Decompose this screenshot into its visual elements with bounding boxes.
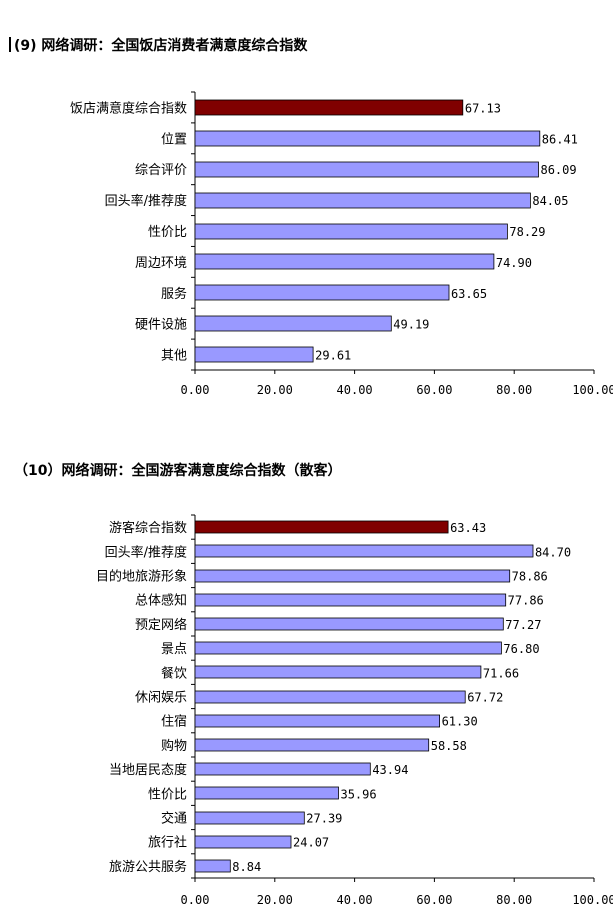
chart-2-bar <box>194 593 507 607</box>
chart-1-x-tick-label: 80.00 <box>496 383 532 397</box>
chart-2-bar <box>194 835 292 849</box>
chart-1-x-tick-label: 40.00 <box>337 383 373 397</box>
chart-2-category-label: 预定网络 <box>135 617 187 633</box>
chart-2-category-label: 住宿 <box>161 714 187 730</box>
text-cursor-mark <box>9 37 11 52</box>
chart-2-category-label: 目的地旅游形象 <box>96 569 187 585</box>
chart-2-data-label: 27.39 <box>306 812 342 826</box>
chart-2-category-label: 交通 <box>161 811 187 827</box>
chart-1-data-label: 86.41 <box>542 132 578 146</box>
chart-2-category-label: 景点 <box>161 642 187 657</box>
chart-2-data-label: 84.70 <box>535 545 571 559</box>
chart-1-data-label: 63.65 <box>451 287 487 301</box>
chart-2-bar <box>194 714 441 728</box>
chart-2-category-label: 回头率/推荐度 <box>105 544 187 560</box>
chart-2-data-label: 63.43 <box>450 521 486 535</box>
chart-2-data-label: 67.72 <box>467 691 503 705</box>
chart-2-data-label: 71.66 <box>483 666 519 680</box>
chart-1-category-label: 性价比 <box>148 225 187 240</box>
chart-1-data-label: 86.09 <box>540 163 576 177</box>
chart-1-data-label: 74.90 <box>496 256 532 270</box>
chart-2-bar <box>194 569 511 583</box>
chart-2-x-tick-label: 0.00 <box>181 893 210 907</box>
chart-1-category-label: 饭店满意度综合指数 <box>70 100 187 116</box>
chart-2-category-label: 性价比 <box>148 787 187 802</box>
chart-2-category-label: 旅行社 <box>148 835 187 851</box>
chart-1-category-label: 硬件设施 <box>135 318 187 333</box>
chart-1-category-label: 其他 <box>161 349 187 364</box>
chart-2-category-label: 旅游公共服务 <box>109 859 187 875</box>
chart-1-bar <box>194 284 450 301</box>
chart-2-data-label: 76.80 <box>503 642 539 656</box>
chart-2-bar <box>194 811 305 825</box>
chart-1-x-tick-label: 0.00 <box>181 383 210 397</box>
chart-2-data-label: 78.86 <box>512 570 548 584</box>
chart-1-data-label: 78.29 <box>509 225 545 239</box>
chart-2-category-label: 总体感知 <box>135 593 187 609</box>
chart-2-data-label: 77.86 <box>508 594 544 608</box>
chart-1-bar <box>194 253 495 270</box>
chart-2-bar <box>194 786 339 800</box>
chart-2-data-label: 35.96 <box>340 787 376 801</box>
chart-1-data-label: 67.13 <box>465 101 501 115</box>
chart-2-data-label: 43.94 <box>372 763 408 777</box>
chart-2-category-label: 休闲娱乐 <box>135 691 187 706</box>
chart-2-bar <box>194 544 534 558</box>
chart-2-bar <box>194 641 502 655</box>
chart-2-bar <box>194 617 504 631</box>
chart-1-category-label: 服务 <box>161 286 187 302</box>
chart-2-category-label: 餐饮 <box>161 665 187 681</box>
chart-2-x-tick-label: 40.00 <box>337 893 373 907</box>
chart-1-category-label: 综合评价 <box>135 163 187 178</box>
chart-2-category-label: 购物 <box>161 738 187 754</box>
chart-1-title: (9) 网络调研：全国饭店消费者满意度综合指数 <box>14 38 308 54</box>
chart-2-x-tick-label: 60.00 <box>416 893 452 907</box>
chart-2-category-label: 游客综合指数 <box>109 520 187 536</box>
chart-1-bar <box>194 315 392 332</box>
chart-2-data-label: 24.07 <box>293 836 329 850</box>
chart-1-category-label: 位置 <box>161 132 187 147</box>
chart-1-data-label: 29.61 <box>315 349 351 363</box>
chart-1-x-tick-label: 100.00 <box>572 383 613 397</box>
chart-1-category-label: 周边环境 <box>135 256 187 271</box>
chart-2-data-label: 77.27 <box>505 618 541 632</box>
chart-2-category-label: 当地居民态度 <box>109 762 187 778</box>
chart-2-bar <box>194 859 231 873</box>
chart-2-bar <box>194 520 449 534</box>
chart-2-x-tick-label: 100.00 <box>572 893 613 907</box>
chart-1-bar <box>194 223 508 240</box>
chart-1-bar <box>194 130 541 147</box>
chart-2-x-tick-label: 20.00 <box>257 893 293 907</box>
chart-2-bar <box>194 738 430 752</box>
chart-1-x-tick-label: 60.00 <box>416 383 452 397</box>
chart-2-x-tick-label: 80.00 <box>496 893 532 907</box>
chart-2-data-label: 58.58 <box>431 739 467 753</box>
chart-1-x-tick-label: 20.00 <box>257 383 293 397</box>
chart-1-bar <box>194 99 464 116</box>
chart-1-data-label: 84.05 <box>532 194 568 208</box>
chart-1-data-label: 49.19 <box>393 318 429 332</box>
chart-1-category-label: 回头率/推荐度 <box>105 193 187 209</box>
chart-2-bar <box>194 690 466 704</box>
chart-2-bar <box>194 762 371 776</box>
chart-1-bar <box>194 346 314 363</box>
chart-1-bar <box>194 192 531 209</box>
chart-2-title: （10）网络调研：全国游客满意度综合指数（散客） <box>14 463 342 479</box>
chart-1-bar <box>194 161 539 178</box>
chart-2-bar <box>194 665 482 679</box>
chart-2-data-label: 8.84 <box>232 860 261 874</box>
chart-2-data-label: 61.30 <box>442 715 478 729</box>
